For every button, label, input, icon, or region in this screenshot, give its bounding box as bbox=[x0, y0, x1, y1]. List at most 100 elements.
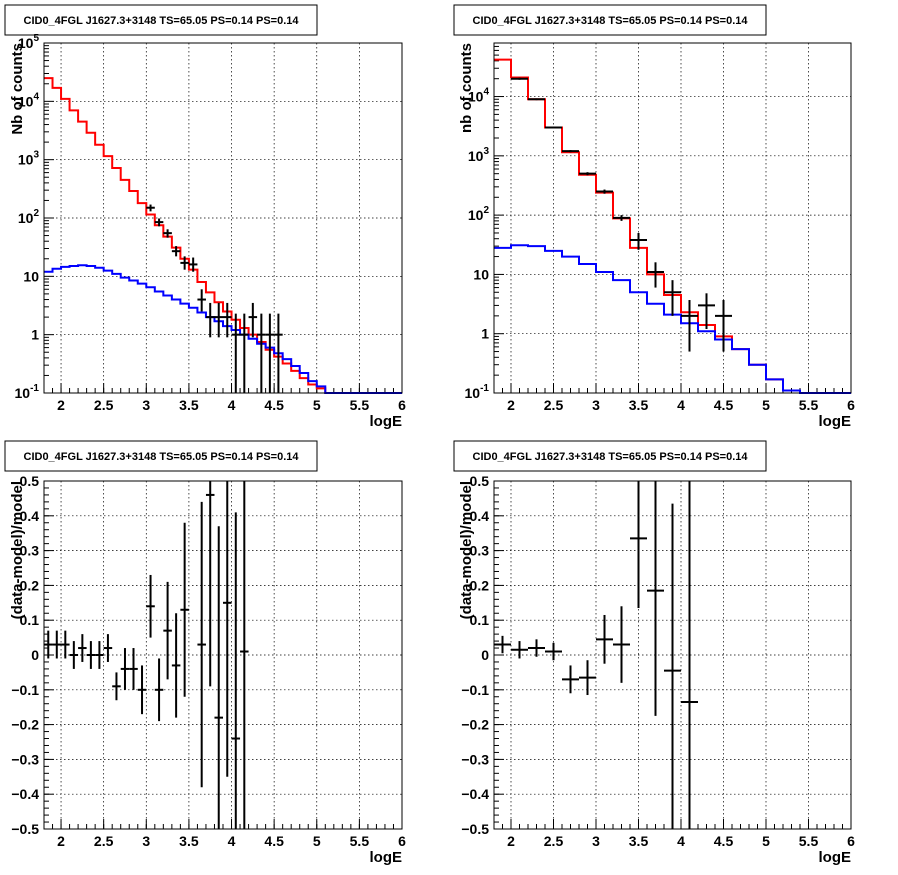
title-box bbox=[4, 440, 318, 472]
y-tick-label: 0.4 bbox=[470, 508, 490, 524]
y-tick-label: −0.1 bbox=[11, 682, 39, 698]
y-tick-label: −0.4 bbox=[11, 786, 39, 802]
x-axis-title: logE bbox=[370, 849, 403, 866]
y-tick-label: −0.2 bbox=[11, 717, 39, 733]
x-tick-label: 6 bbox=[398, 397, 406, 413]
x-tick-label: 5.5 bbox=[350, 833, 370, 849]
x-tick-label: 2.5 bbox=[94, 397, 114, 413]
y-axis-title: (data-model)/model bbox=[9, 481, 26, 619]
x-tick-label: 5.5 bbox=[799, 397, 819, 413]
title-box bbox=[4, 4, 318, 36]
y-tick-label: −0.5 bbox=[461, 821, 489, 837]
y-tick-label: −0.4 bbox=[461, 786, 489, 802]
x-tick-label: 5.5 bbox=[350, 397, 370, 413]
x-tick-label: 5 bbox=[762, 397, 770, 413]
x-tick-label: 3.5 bbox=[179, 397, 199, 413]
x-tick-label: 2.5 bbox=[544, 397, 564, 413]
y-tick-label: 104 bbox=[468, 87, 490, 105]
x-tick-label: 4 bbox=[677, 397, 685, 413]
y-tick-label: 0.3 bbox=[20, 543, 40, 559]
x-tick-label: 2.5 bbox=[544, 833, 564, 849]
chart-title: CID0_4FGL J1627.3+3148 TS=65.05 PS=0.14 … bbox=[24, 451, 300, 463]
x-axis-title: logE bbox=[370, 413, 403, 430]
y-tick-label: 0.2 bbox=[470, 577, 490, 593]
y-tick-label: 0 bbox=[481, 647, 489, 663]
x-tick-label: 4.5 bbox=[714, 397, 734, 413]
total-model-histogram bbox=[494, 58, 851, 394]
x-tick-label: 3 bbox=[592, 397, 600, 413]
y-tick-label: 0.3 bbox=[470, 543, 490, 559]
y-tick-label: 1 bbox=[481, 326, 489, 342]
y-tick-label: 103 bbox=[18, 150, 40, 168]
source-model-histogram bbox=[44, 264, 402, 394]
x-tick-label: 3 bbox=[142, 397, 150, 413]
plot-frame bbox=[43, 42, 403, 394]
y-tick-label: −0.3 bbox=[11, 751, 39, 767]
y-tick-label: 102 bbox=[468, 205, 490, 223]
y-tick-label: 0.1 bbox=[470, 612, 490, 628]
x-tick-label: 6 bbox=[847, 833, 855, 849]
x-axis-title: logE bbox=[819, 413, 852, 430]
x-tick-label: 3.5 bbox=[179, 833, 199, 849]
y-axis-title: Nb of counts bbox=[9, 43, 26, 135]
x-tick-label: 4 bbox=[228, 833, 236, 849]
x-tick-label: 5 bbox=[762, 833, 770, 849]
top-left-counts-panel: CID0_4FGL J1627.3+3148 TS=65.05 PS=0.14 … bbox=[4, 4, 406, 430]
x-tick-label: 4.5 bbox=[264, 397, 284, 413]
x-tick-label: 5 bbox=[313, 397, 321, 413]
plot-frame bbox=[493, 42, 852, 394]
y-tick-label: 0.5 bbox=[20, 473, 40, 489]
x-tick-label: 4 bbox=[228, 397, 236, 413]
source-model-histogram bbox=[494, 244, 851, 394]
y-axis-title: nb of counts bbox=[458, 43, 475, 133]
y-tick-label: 0.4 bbox=[20, 508, 40, 524]
y-tick-label: 10 bbox=[23, 268, 39, 284]
y-tick-label: −0.3 bbox=[461, 751, 489, 767]
chart-title: CID0_4FGL J1627.3+3148 TS=65.05 PS=0.14 … bbox=[473, 451, 749, 463]
x-tick-label: 6 bbox=[398, 833, 406, 849]
bottom-right-residual-panel: CID0_4FGL J1627.3+3148 TS=65.05 PS=0.14 … bbox=[453, 440, 855, 866]
top-right-counts-panel: CID0_4FGL J1627.3+3148 TS=65.05 PS=0.14 … bbox=[453, 4, 855, 430]
bottom-left-residual-panel: CID0_4FGL J1627.3+3148 TS=65.05 PS=0.14 … bbox=[4, 440, 406, 866]
x-tick-label: 2.5 bbox=[94, 833, 114, 849]
y-tick-label: −0.5 bbox=[11, 821, 39, 837]
y-tick-label: 10-1 bbox=[15, 383, 40, 401]
y-tick-label: −0.1 bbox=[461, 682, 489, 698]
y-tick-label: 105 bbox=[18, 33, 40, 51]
x-tick-label: 5.5 bbox=[799, 833, 819, 849]
x-tick-label: 4.5 bbox=[264, 833, 284, 849]
x-tick-label: 6 bbox=[847, 397, 855, 413]
x-tick-label: 3.5 bbox=[629, 397, 649, 413]
chart-title: CID0_4FGL J1627.3+3148 TS=65.05 PS=0.14 … bbox=[473, 15, 749, 27]
x-tick-label: 4.5 bbox=[714, 833, 734, 849]
y-axis-title: (data-model)/model bbox=[458, 481, 475, 619]
y-tick-label: 0 bbox=[31, 647, 39, 663]
y-tick-label: 0.5 bbox=[470, 473, 490, 489]
x-tick-label: 3.5 bbox=[629, 833, 649, 849]
x-tick-label: 5 bbox=[313, 833, 321, 849]
y-tick-label: 0.2 bbox=[20, 577, 40, 593]
plot-frame bbox=[493, 480, 852, 830]
plot-frame bbox=[43, 480, 403, 830]
x-axis-title: logE bbox=[819, 849, 852, 866]
y-tick-label: 1 bbox=[31, 327, 39, 343]
x-tick-label: 2 bbox=[57, 833, 65, 849]
title-box bbox=[453, 440, 767, 472]
y-tick-label: 0.1 bbox=[20, 612, 40, 628]
x-tick-label: 4 bbox=[677, 833, 685, 849]
x-tick-label: 2 bbox=[507, 833, 515, 849]
chart-title: CID0_4FGL J1627.3+3148 TS=65.05 PS=0.14 … bbox=[24, 15, 300, 27]
x-tick-label: 2 bbox=[57, 397, 65, 413]
y-tick-label: 102 bbox=[18, 208, 40, 226]
y-tick-label: −0.2 bbox=[461, 717, 489, 733]
title-box bbox=[453, 4, 767, 36]
y-tick-label: 10 bbox=[473, 266, 489, 282]
total-model-histogram bbox=[44, 77, 402, 394]
x-tick-label: 2 bbox=[507, 397, 515, 413]
y-tick-label: 10-1 bbox=[465, 383, 490, 401]
x-tick-label: 3 bbox=[142, 833, 150, 849]
y-tick-label: 103 bbox=[468, 146, 490, 164]
y-tick-label: 104 bbox=[18, 91, 40, 109]
x-tick-label: 3 bbox=[592, 833, 600, 849]
